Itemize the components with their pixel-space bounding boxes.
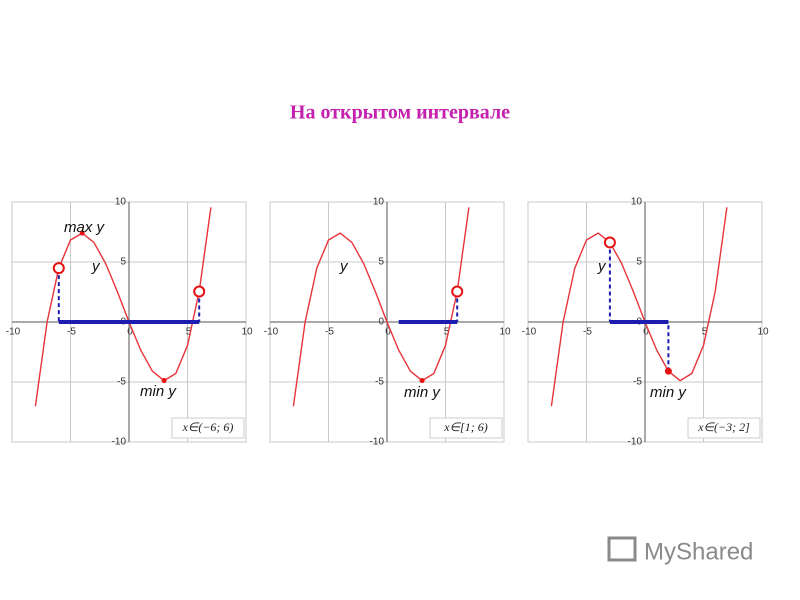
interval-label: x∈(−3; 2] — [697, 420, 750, 434]
x-tick-label: 10 — [757, 327, 769, 338]
open-endpoint — [603, 236, 616, 249]
x-tick-label: -5 — [325, 327, 334, 338]
point — [161, 378, 167, 384]
x-tick-label: -10 — [264, 327, 279, 338]
annotation: y — [91, 258, 101, 275]
open-endpoint — [193, 285, 206, 298]
logo-icon — [607, 536, 637, 562]
x-tick-label: 10 — [241, 327, 253, 338]
annotation: min y — [404, 384, 441, 401]
interval-label-box — [171, 417, 245, 439]
x-tick-label: -10 — [6, 327, 21, 338]
y-tick-label: 5 — [636, 257, 642, 268]
point — [664, 367, 672, 375]
y-tick-label: -10 — [112, 437, 127, 448]
watermark: MyShared — [644, 538, 753, 565]
y-tick-label: -5 — [117, 377, 126, 388]
y-tick-label: 5 — [120, 257, 126, 268]
point — [419, 378, 425, 384]
annotation: max y — [64, 219, 106, 236]
interval-label-box — [429, 417, 503, 439]
curve — [292, 207, 470, 407]
annotation: min y — [140, 383, 177, 400]
x-tick-label: 0 — [127, 327, 133, 338]
curve — [34, 207, 212, 407]
curve — [550, 207, 728, 407]
y-tick-label: -10 — [370, 437, 385, 448]
y-tick-label: 10 — [631, 197, 643, 208]
y-tick-label: 10 — [115, 197, 127, 208]
point — [79, 230, 85, 236]
y-tick-label: 5 — [378, 257, 384, 268]
y-tick-label: -5 — [633, 377, 642, 388]
slide-title: На открытом интервале — [290, 102, 510, 124]
x-tick-label: 0 — [385, 327, 391, 338]
x-tick-label: 5 — [186, 327, 192, 338]
open-endpoint — [52, 262, 65, 275]
y-tick-label: 10 — [373, 197, 385, 208]
x-tick-label: 5 — [444, 327, 450, 338]
interval-label-box — [687, 417, 761, 439]
y-tick-label: -5 — [375, 377, 384, 388]
open-endpoint — [451, 285, 464, 298]
annotation: y — [597, 258, 607, 275]
interval-label: x∈(−6; 6) — [182, 420, 234, 434]
x-tick-label: -5 — [67, 327, 76, 338]
annotation: y — [339, 258, 349, 275]
x-tick-label: 10 — [499, 327, 511, 338]
x-tick-label: -5 — [583, 327, 592, 338]
x-tick-label: 5 — [702, 327, 708, 338]
y-tick-label: -10 — [628, 437, 643, 448]
x-tick-label: -10 — [522, 327, 537, 338]
interval-label: x∈[1; 6) — [443, 420, 487, 434]
x-tick-label: 0 — [643, 327, 649, 338]
watermark-logo: MyShared — [607, 536, 753, 565]
annotation: min y — [650, 384, 687, 401]
